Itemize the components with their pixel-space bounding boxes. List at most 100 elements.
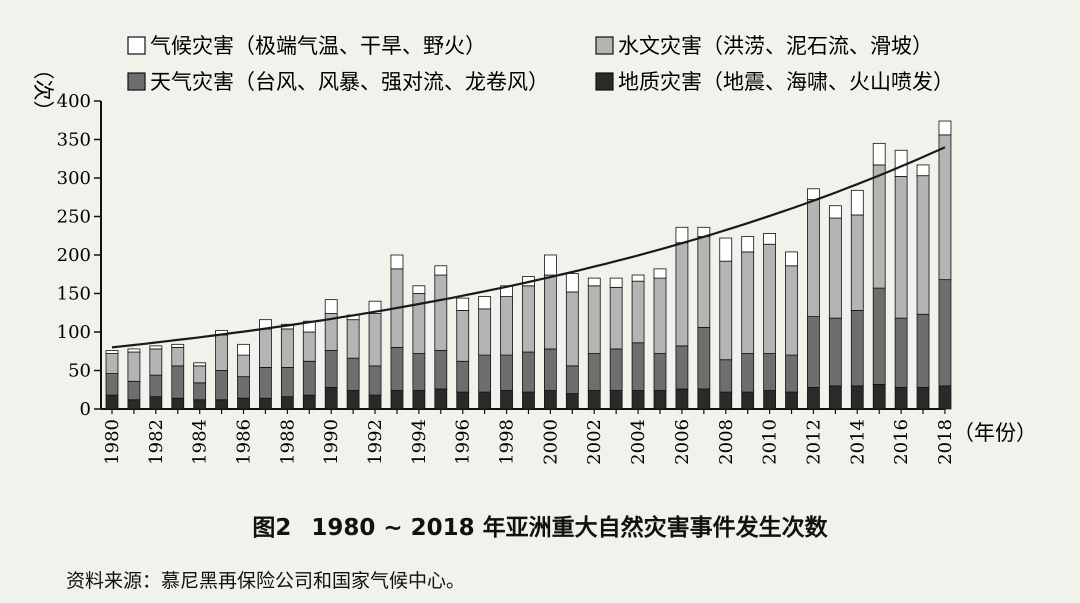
y-tick-label: 200 [57,245,91,266]
bar-segment-2005-s3 [653,268,667,279]
bar-segment-2013-s3 [828,205,842,219]
bar-segment-1994-s3 [412,285,426,294]
source-note: 资料来源：慕尼黑再保险公司和国家气候中心。 [66,570,466,592]
bar-segment-2017-s3 [916,164,930,177]
bar-segment-1987-s1 [259,367,272,399]
legend-swatch-2 [595,36,614,55]
bar-segment-1980-s1 [105,373,119,396]
bar-segment-2004-s3 [631,274,645,282]
x-tick-label: 1992 [365,419,386,465]
bar-segment-2011-s1 [785,354,798,393]
bar-segment-2013-s0 [828,385,842,410]
bar-segment-2002-s3 [587,277,601,287]
bar-segment-2013-s1 [828,317,842,387]
x-tick-label: 1980 [102,419,123,465]
bar-segment-2000-s3 [544,254,557,276]
bar-segment-1985-s1 [215,370,229,401]
bar-segment-2004-s1 [631,342,645,391]
bar-segment-1996-s2 [456,310,470,362]
bar-segment-1981-s2 [127,351,141,382]
x-tick-label: 1986 [234,419,255,465]
bar-segment-2017-s2 [916,175,930,315]
bar-segment-1996-s1 [456,360,470,393]
bar-segment-2015-s0 [872,383,886,410]
legend-swatch-3 [127,36,146,55]
bar-segment-1997-s3 [478,296,492,310]
bar-segment-2015-s1 [872,287,886,385]
trend-line [111,146,946,349]
bar-segment-2001-s0 [565,393,579,410]
legend: 气候灾害（极端气温、干旱、野火） 水文灾害（洪涝、泥石流、滑坡） 天气灾害（台风、风… [127,34,954,94]
bar-segment-1990-s0 [324,387,338,410]
bar-segment-2015-s2 [872,164,886,289]
y-tick-label: 150 [57,284,91,305]
bar-segment-1990-s3 [324,299,338,314]
bar-segment-1989-s1 [302,360,316,396]
bar-segment-2001-s3 [565,273,579,293]
bar-segment-2011-s2 [785,265,798,356]
bar-segment-2000-s1 [544,348,557,391]
legend-label-0: 地质灾害（地震、海啸、火山喷发） [618,70,954,94]
x-tick-label: 2012 [803,419,824,465]
bar-segment-1983-s1 [171,365,185,399]
bar-segment-1996-s0 [456,391,470,410]
bar-segment-2017-s1 [916,313,930,388]
y-tick-label: 350 [57,130,91,151]
y-tick-label: 50 [68,361,91,382]
bar-segment-1981-s1 [127,380,141,401]
bar-segment-2003-s3 [609,277,623,288]
legend-swatch-1 [127,72,146,91]
x-tick-label: 2006 [672,419,693,465]
bar-segment-1988-s1 [280,367,294,398]
bar-segment-2001-s1 [565,365,579,395]
bar-segment-1998-s0 [500,390,513,410]
bar-segment-2009-s3 [741,236,755,253]
x-tick-label: 2008 [716,419,737,465]
bar-segment-1983-s0 [171,397,185,410]
bar-segment-2007-s0 [697,388,711,410]
bar-segment-2016-s1 [894,317,908,388]
x-tick-label: 1982 [146,419,167,465]
x-tick-label: 2000 [540,419,561,465]
bar-segment-2009-s1 [741,353,755,393]
bar-segment-2012-s0 [807,387,820,410]
bar-segment-1993-s3 [390,254,404,270]
bar-segment-1996-s3 [456,297,470,311]
bar-segment-2010-s3 [763,233,776,245]
bar-segment-2012-s3 [807,188,820,200]
bar-segment-2005-s1 [653,353,667,391]
bar-segment-1994-s0 [412,390,426,410]
bar-segment-1981-s0 [127,399,141,410]
bar-segment-1989-s2 [302,331,316,362]
bar-segment-1984-s0 [193,399,207,410]
bar-segment-2004-s2 [631,280,645,344]
bar-segment-1980-s3 [105,350,119,354]
bar-segment-2011-s0 [785,391,798,410]
bar-segment-1992-s0 [368,394,382,410]
bar-segment-2006-s3 [675,226,689,244]
x-tick-label: 1994 [409,419,430,465]
bar-segment-1980-s2 [105,353,119,374]
bar-segment-1986-s3 [237,343,250,356]
x-tick-label: 1998 [497,419,518,465]
x-axis-label: （年份） [953,421,1037,445]
bar-segment-1995-s1 [434,350,448,390]
bar-segment-2018-s2 [938,134,952,281]
bar-segment-2005-s2 [653,277,667,354]
bar-segment-1992-s2 [368,313,382,367]
bar-segment-1998-s2 [500,296,513,356]
bar-segment-2008-s0 [719,391,733,410]
bar-segment-2005-s0 [653,390,667,410]
bar-segment-1993-s1 [390,346,404,391]
x-tick-label: 2014 [847,419,868,465]
bar-segment-2002-s2 [587,285,601,354]
bar-segment-2016-s0 [894,387,908,410]
bar-segment-2015-s3 [872,142,886,166]
bar-segment-1993-s0 [390,390,404,410]
bar-segment-1983-s2 [171,346,185,367]
bar-segment-1983-s3 [171,343,185,348]
figure-caption: 图2 1980 ~ 2018 年亚洲重大自然灾害事件发生次数 [0,508,1080,542]
y-tick-label: 100 [57,322,91,343]
bar-segment-1994-s1 [412,353,426,391]
legend-swatch-0 [595,72,614,91]
